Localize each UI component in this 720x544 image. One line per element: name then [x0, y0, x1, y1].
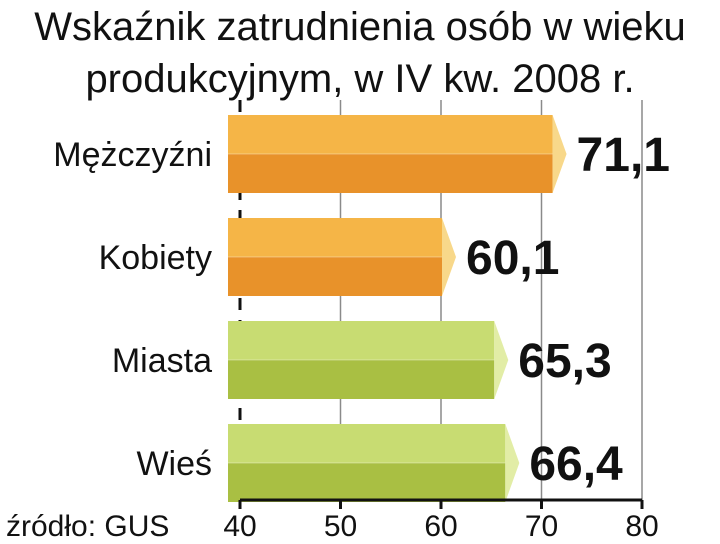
chart-title-line-2: produkcyjnym, w IV kw. 2008 r.: [85, 57, 634, 101]
category-label: Mężczyźni: [53, 136, 212, 174]
bar: [228, 321, 509, 399]
value-label: 71,1: [577, 129, 670, 182]
bar: [228, 115, 567, 193]
bar-bottom-face: [228, 257, 443, 296]
bar-end-cap: [494, 321, 509, 399]
bar: [228, 424, 520, 502]
x-tick-label: 70: [525, 510, 558, 543]
x-tick-label: 50: [324, 510, 357, 543]
value-label: 65,3: [518, 335, 611, 388]
source-note: źródło: GUS: [6, 510, 169, 543]
bar-top-face: [228, 115, 553, 154]
bar-top-face: [228, 218, 443, 257]
value-label: 60,1: [466, 232, 559, 285]
bar-top-face: [228, 424, 506, 463]
bar-bottom-face: [228, 154, 553, 193]
x-axis: 40 50 60 70 80: [223, 498, 659, 543]
bar-end-cap: [442, 218, 457, 296]
bar-top-face: [228, 321, 495, 360]
x-tick-label: 60: [424, 510, 457, 543]
bar-end-cap: [552, 115, 567, 193]
category-label: Wieś: [136, 445, 212, 483]
bar-bottom-face: [228, 463, 506, 502]
x-tick-label: 80: [625, 510, 658, 543]
value-label: 66,4: [529, 438, 623, 491]
bar-end-cap: [505, 424, 520, 502]
x-tick-label: 40: [223, 510, 256, 543]
bars-group: Mężczyźni 71,1 Kobiety 60,1 Miasta 65,3 Wieś 66…: [53, 115, 670, 502]
bar-bottom-face: [228, 360, 495, 399]
chart-title-line-1: Wskaźnik zatrudnienia osób w wieku: [34, 5, 685, 49]
category-label: Miasta: [112, 342, 212, 380]
bar: [228, 218, 457, 296]
category-label: Kobiety: [99, 239, 212, 277]
